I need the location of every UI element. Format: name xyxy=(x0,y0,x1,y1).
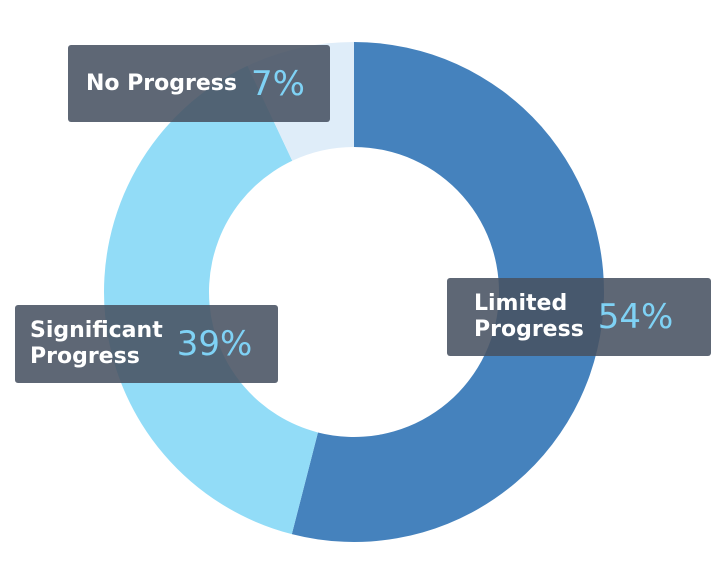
label-value-limited-progress: 54% xyxy=(597,297,674,337)
slice-limited-progress xyxy=(291,42,604,542)
label-value-no-progress: 7% xyxy=(250,63,305,104)
label-no-progress: No Progress 7% xyxy=(68,45,330,122)
label-value-significant-progress: 39% xyxy=(176,324,253,364)
label-significant-progress: Significant Progress 39% xyxy=(15,305,278,383)
slice-significant-progress xyxy=(103,65,318,535)
label-line: Significant xyxy=(30,318,163,343)
label-name-significant-progress: Significant Progress xyxy=(30,318,163,370)
label-name-no-progress: No Progress xyxy=(86,71,237,97)
label-line: Progress xyxy=(474,317,584,342)
label-limited-progress: Limited Progress 54% xyxy=(447,278,711,356)
label-line: Limited xyxy=(474,291,568,316)
label-line: Progress xyxy=(30,344,140,369)
label-name-limited-progress: Limited Progress xyxy=(474,291,584,343)
label-line: No Progress xyxy=(86,70,237,96)
